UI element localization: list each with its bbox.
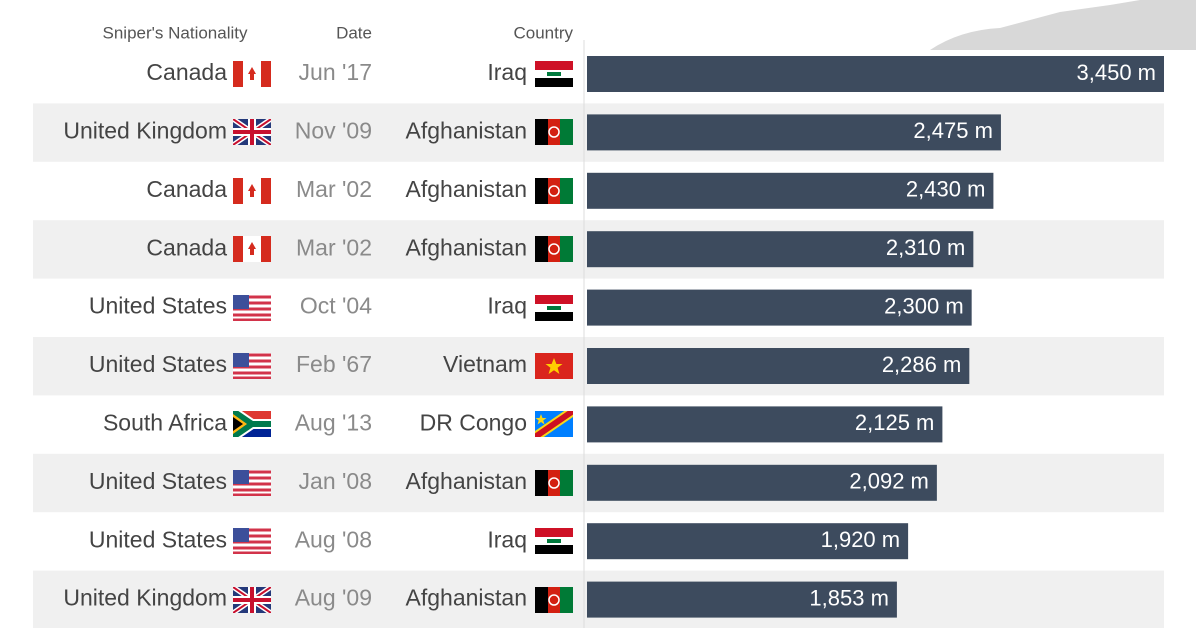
value-label: 2,475 m [913,118,993,143]
bar [587,172,994,209]
country: Vietnam [443,351,527,377]
country: Iraq [487,526,527,552]
date: Mar '02 [296,176,372,202]
nationality: Canada [146,59,227,85]
value-label: 2,286 m [882,352,962,377]
date: Jun '17 [299,59,372,85]
nationality: Canada [146,176,227,202]
country: Iraq [487,59,527,85]
value-label: 2,092 m [849,469,929,494]
bar [587,464,937,501]
value-label: 2,300 m [884,293,964,318]
column-header: Sniper's Nationality [103,23,248,42]
country: Afghanistan [406,176,527,202]
country: Afghanistan [406,468,527,494]
nationality: United Kingdom [63,585,227,611]
date: Oct '04 [300,293,372,319]
bar [587,114,1001,151]
bar [587,231,974,268]
country: Afghanistan [406,585,527,611]
bar [587,289,972,326]
nationality: United States [89,526,227,552]
bar [587,523,909,560]
bar [587,348,970,384]
date: Jan '08 [299,468,372,494]
date: Nov '09 [295,117,372,143]
bar [587,581,897,618]
country: Afghanistan [406,234,527,260]
value-label: 1,920 m [821,527,901,552]
value-label: 2,310 m [886,235,966,260]
nationality: United States [89,468,227,494]
country: Iraq [487,293,527,319]
country: DR Congo [420,409,527,435]
date: Mar '02 [296,234,372,260]
bar [587,56,1164,92]
soldier-graphic [930,0,1196,50]
nationality: United States [89,351,227,377]
date: Aug '08 [295,526,372,552]
value-label: 2,125 m [855,410,935,435]
date: Aug '13 [295,409,372,435]
nationality: Canada [146,234,227,260]
nationality: South Africa [103,409,227,435]
value-label: 2,430 m [906,177,986,202]
country: Afghanistan [406,117,527,143]
bar [587,406,943,443]
date: Feb '67 [296,351,372,377]
date: Aug '09 [295,585,372,611]
nationality: United States [89,293,227,319]
column-header: Country [513,23,573,42]
value-label: 1,853 m [809,585,889,610]
column-header: Date [336,23,372,42]
nationality: United Kingdom [63,117,227,143]
value-label: 3,450 m [1077,60,1157,85]
